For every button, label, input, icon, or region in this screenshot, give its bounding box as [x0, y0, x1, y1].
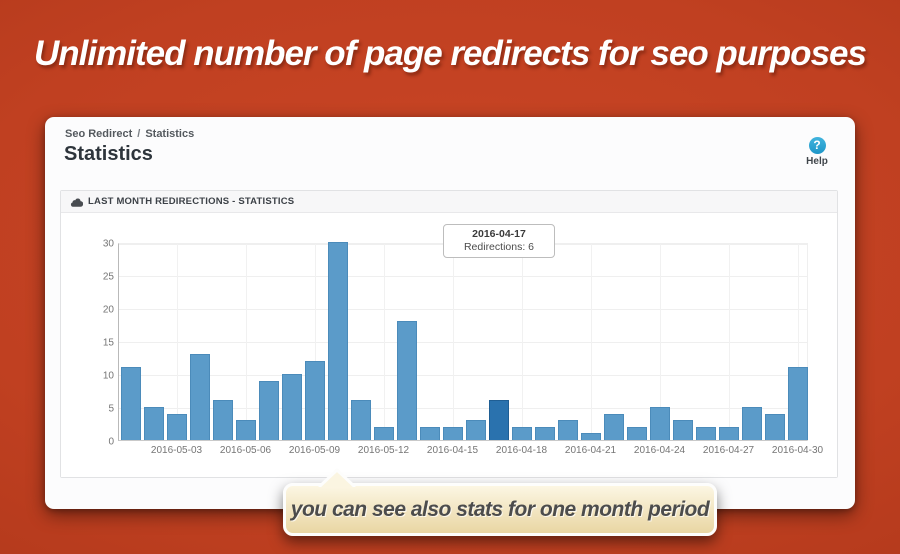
bar[interactable]	[557, 420, 578, 440]
bar[interactable]	[787, 367, 808, 440]
bar-chart: 0 5 10 15 20 25 30 2016-05-03 2016-05-06 2016-05-…	[103, 239, 823, 457]
bar-highlighted[interactable]	[488, 400, 509, 440]
gridline-horizontal	[119, 342, 807, 343]
gridline-vertical	[315, 244, 316, 440]
bar[interactable]	[189, 354, 210, 440]
help-control[interactable]: ? Help	[795, 136, 839, 167]
tooltip-value: Redirections: 6	[463, 241, 535, 253]
gridline-vertical	[522, 244, 523, 440]
x-axis-tick-label: 2016-05-12	[357, 445, 410, 456]
gridline-vertical	[384, 244, 385, 440]
x-axis-tick-label: 2016-04-18	[495, 445, 548, 456]
y-axis-tick-label: 5	[108, 403, 114, 415]
bar[interactable]	[396, 321, 417, 440]
bar[interactable]	[419, 426, 440, 440]
gridline-vertical	[177, 244, 178, 440]
gridline-vertical	[660, 244, 661, 440]
bar[interactable]	[603, 413, 624, 440]
bar[interactable]	[327, 242, 348, 440]
cloud-icon	[70, 198, 83, 207]
breadcrumb-item-statistics[interactable]: Statistics	[145, 128, 195, 140]
bar[interactable]	[281, 374, 302, 440]
breadcrumb-separator: /	[137, 128, 141, 140]
bar[interactable]	[695, 426, 716, 440]
gridline-horizontal	[119, 276, 807, 277]
bar[interactable]	[718, 426, 739, 440]
panel-header: LAST MONTH REDIRECTIONS - STATISTICS	[61, 191, 837, 213]
bar[interactable]	[442, 426, 463, 440]
bar[interactable]	[511, 426, 532, 440]
question-mark-icon[interactable]: ?	[808, 137, 826, 154]
gridline-horizontal	[119, 375, 807, 376]
x-axis-tick-label: 2016-05-06	[219, 445, 272, 456]
gridline-horizontal	[119, 309, 807, 310]
bar[interactable]	[143, 407, 164, 440]
gridline-vertical	[729, 244, 730, 440]
x-axis-tick-label: 2016-04-27	[702, 445, 755, 456]
y-axis-tick-label: 0	[108, 436, 114, 448]
bar[interactable]	[212, 400, 233, 440]
y-axis-tick-label: 10	[102, 370, 114, 382]
bar[interactable]	[580, 433, 601, 440]
bar[interactable]	[465, 420, 486, 440]
gridline-vertical	[798, 244, 799, 440]
admin-card: Seo Redirect / Statistics Statistics ? Hel…	[45, 117, 855, 509]
x-axis-tick-label: 2016-04-30	[771, 445, 824, 456]
breadcrumb-item-seo-redirect[interactable]: Seo Redirect	[65, 128, 133, 140]
help-label: Help	[806, 156, 828, 167]
page-title: Unlimited number of page redirects for s…	[34, 34, 867, 73]
y-axis-tick-label: 20	[102, 304, 114, 316]
gridline-vertical	[453, 244, 454, 440]
x-axis-tick-label: 2016-05-09	[288, 445, 341, 456]
callout-text: you can see also stats for one month per…	[290, 497, 710, 521]
gridline-vertical	[246, 244, 247, 440]
y-axis-tick-label: 30	[102, 238, 114, 250]
bar[interactable]	[741, 407, 762, 440]
bar[interactable]	[304, 360, 325, 440]
gridline-horizontal	[119, 408, 807, 409]
bar[interactable]	[626, 426, 647, 440]
bar[interactable]	[350, 400, 371, 440]
bar[interactable]	[534, 426, 555, 440]
breadcrumb: Seo Redirect / Statistics	[65, 128, 194, 140]
y-axis-tick-label: 15	[102, 337, 114, 349]
bar[interactable]	[764, 413, 785, 440]
bar[interactable]	[258, 380, 279, 440]
page-heading: Statistics	[64, 143, 153, 165]
statistics-panel: LAST MONTH REDIRECTIONS - STATISTICS 0 5 1…	[60, 190, 838, 478]
tooltip-date: 2016-04-17	[472, 228, 526, 240]
x-axis-tick-label: 2016-04-15	[426, 445, 479, 456]
panel-body: 0 5 10 15 20 25 30 2016-05-03 2016-05-06 2016-05-…	[61, 213, 837, 477]
callout-tail	[317, 468, 357, 487]
y-axis-tick-label: 25	[102, 271, 114, 283]
x-axis-tick-label: 2016-04-24	[633, 445, 686, 456]
panel-title: LAST MONTH REDIRECTIONS - STATISTICS	[88, 196, 295, 207]
bar[interactable]	[373, 426, 394, 440]
bar[interactable]	[120, 367, 141, 440]
chart-tooltip: 2016-04-17 Redirections: 6	[443, 224, 555, 258]
bar[interactable]	[649, 407, 670, 440]
x-axis-tick-label: 2016-05-03	[150, 445, 203, 456]
bar[interactable]	[235, 420, 256, 440]
callout-bubble: you can see also stats for one month per…	[283, 483, 717, 536]
bar[interactable]	[672, 420, 693, 440]
x-axis-tick-label: 2016-04-21	[564, 445, 617, 456]
gridline-vertical	[591, 244, 592, 440]
bar[interactable]	[166, 413, 187, 440]
